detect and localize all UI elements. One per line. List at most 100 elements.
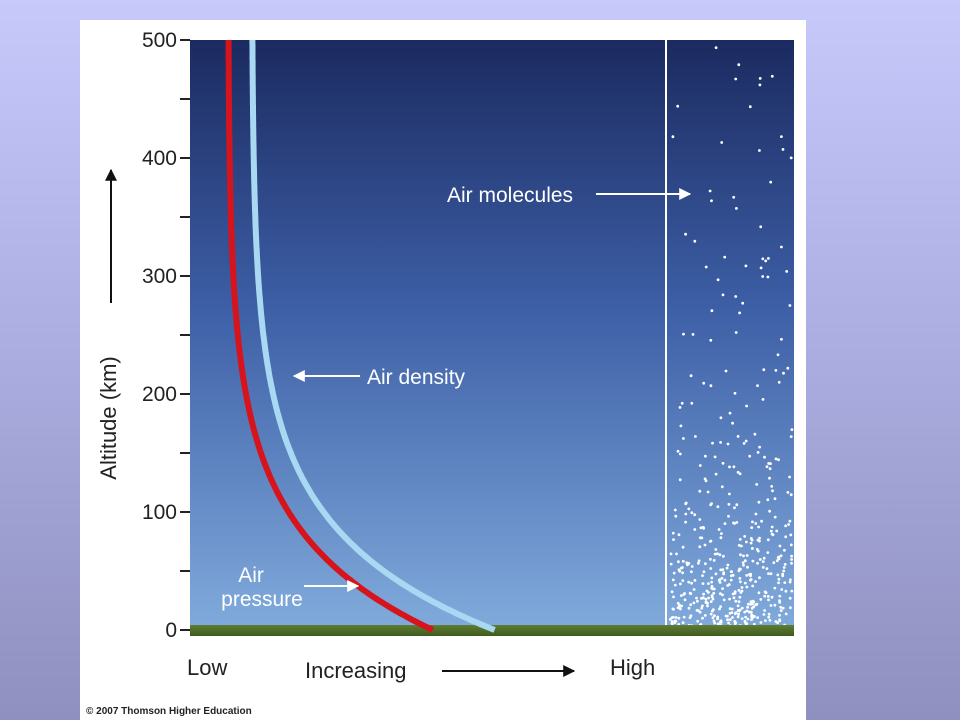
air-molecule-dot: [737, 63, 741, 67]
air-molecule-dot: [751, 520, 754, 524]
air-molecule-dot: [720, 485, 724, 489]
air-molecule-dot: [745, 404, 748, 408]
air-molecule-dot: [677, 568, 681, 572]
air-molecule-dot: [700, 606, 704, 610]
air-molecule-dot: [743, 610, 747, 614]
air-molecule-dot: [723, 522, 727, 525]
air-molecule-dot: [775, 559, 779, 563]
air-molecule-dot: [759, 621, 763, 624]
air-molecule-dot: [721, 568, 725, 571]
figure-panel: 0 100 200 300 400 500 Altitude (km) Low Incre…: [80, 20, 806, 720]
air-molecule-dot: [690, 565, 694, 568]
air-molecule-dot: [753, 432, 757, 436]
air-molecule-dot: [706, 604, 709, 608]
air-molecule-dot: [788, 475, 791, 479]
air-molecule-dot: [676, 601, 680, 605]
air-molecule-dot: [748, 105, 752, 109]
air-molecule-dot: [768, 467, 772, 471]
air-molecule-dot: [731, 616, 734, 619]
air-molecule-dot: [677, 560, 680, 564]
air-molecule-dot: [739, 553, 742, 557]
air-molecule-dot: [675, 552, 678, 556]
air-molecule-dot: [671, 531, 675, 535]
air-molecule-dot: [710, 580, 713, 584]
air-molecule-dot: [701, 616, 704, 620]
air-molecule-dot: [763, 455, 766, 459]
air-molecule-dot: [718, 553, 722, 557]
air-molecule-dot: [730, 611, 734, 614]
air-molecule-dot: [773, 586, 777, 590]
air-molecule-dot: [748, 454, 752, 458]
air-molecule-dot: [789, 578, 792, 582]
air-molecule-dot: [777, 581, 780, 585]
air-molecule-dot: [682, 437, 685, 440]
air-molecule-dot: [745, 574, 749, 577]
air-molecule-dot: [672, 571, 676, 575]
air-molecule-dot: [728, 618, 732, 621]
air-molecule-dot: [745, 540, 748, 544]
air-molecule-dot: [758, 77, 762, 80]
air-molecule-dot: [681, 566, 684, 569]
air-molecule-dot: [731, 573, 735, 577]
air-molecule-dot: [701, 596, 704, 600]
air-molecule-dot: [723, 255, 727, 259]
air-molecule-dot: [766, 275, 770, 279]
air-molecule-dot: [709, 600, 713, 603]
air-molecule-dot: [790, 554, 793, 558]
air-molecule-dot: [776, 621, 779, 625]
y-tick-label: 100: [142, 501, 177, 524]
air-molecule-dot: [756, 561, 759, 565]
air-molecule-dot: [780, 245, 783, 249]
air-molecule-dot: [695, 596, 698, 600]
air-molecule-dot: [687, 507, 691, 511]
air-molecule-dot: [681, 545, 685, 549]
air-molecule-dot: [668, 618, 672, 621]
air-molecule-dot: [733, 391, 737, 395]
air-molecule-dot: [701, 574, 704, 577]
air-molecule-dot: [693, 579, 697, 582]
air-molecule-dot: [677, 616, 681, 620]
air-molecule-dot: [757, 525, 760, 529]
air-molecule-dot: [733, 591, 737, 595]
air-molecule-dot: [679, 424, 683, 428]
air-molecule-dot: [694, 435, 697, 438]
air-density-curve: [249, 40, 496, 633]
air-molecule-dot: [733, 522, 736, 525]
air-molecule-dot: [726, 618, 729, 622]
air-molecule-dot: [670, 622, 674, 625]
air-molecule-dot: [684, 502, 688, 506]
air-molecule-dot: [713, 455, 717, 459]
air-molecule-dot: [741, 561, 745, 564]
air-molecule-dot: [679, 582, 682, 586]
air-molecule-dot: [756, 549, 760, 553]
air-molecule-dot: [678, 406, 682, 409]
air-molecule-dot: [768, 476, 771, 480]
air-molecule-dot: [760, 519, 763, 523]
air-molecule-dot: [778, 594, 782, 598]
air-molecule-dot: [789, 435, 793, 438]
air-molecule-dot: [709, 612, 713, 616]
air-density-label: Air density: [367, 366, 466, 389]
air-molecule-dot: [767, 598, 770, 602]
air-molecule-dot: [711, 616, 715, 620]
air-molecule-dot: [770, 525, 774, 529]
air-pressure-label: Air pressure: [221, 564, 303, 611]
air-molecule-dot: [784, 612, 788, 616]
air-molecule-dot: [740, 606, 744, 610]
air-molecule-dot: [716, 505, 720, 509]
air-molecule-dot: [777, 458, 780, 462]
air-molecule-dot: [710, 584, 714, 588]
air-molecule-dot: [756, 384, 759, 387]
altitude-chart: 0 100 200 300 400 500 Altitude (km) Low Incre…: [96, 29, 794, 683]
x-label-high: High: [610, 655, 655, 680]
air-molecule-dot: [671, 135, 675, 139]
air-molecule-dot: [780, 588, 784, 591]
air-molecule-dot: [684, 232, 687, 236]
air-molecule-dot: [704, 597, 708, 601]
air-molecule-dot: [691, 333, 695, 336]
air-molecule-dot: [754, 522, 758, 525]
air-molecule-dot: [698, 518, 702, 521]
air-molecule-dot: [783, 563, 787, 566]
air-molecule-dot: [702, 592, 705, 596]
air-molecule-dot: [676, 606, 680, 610]
